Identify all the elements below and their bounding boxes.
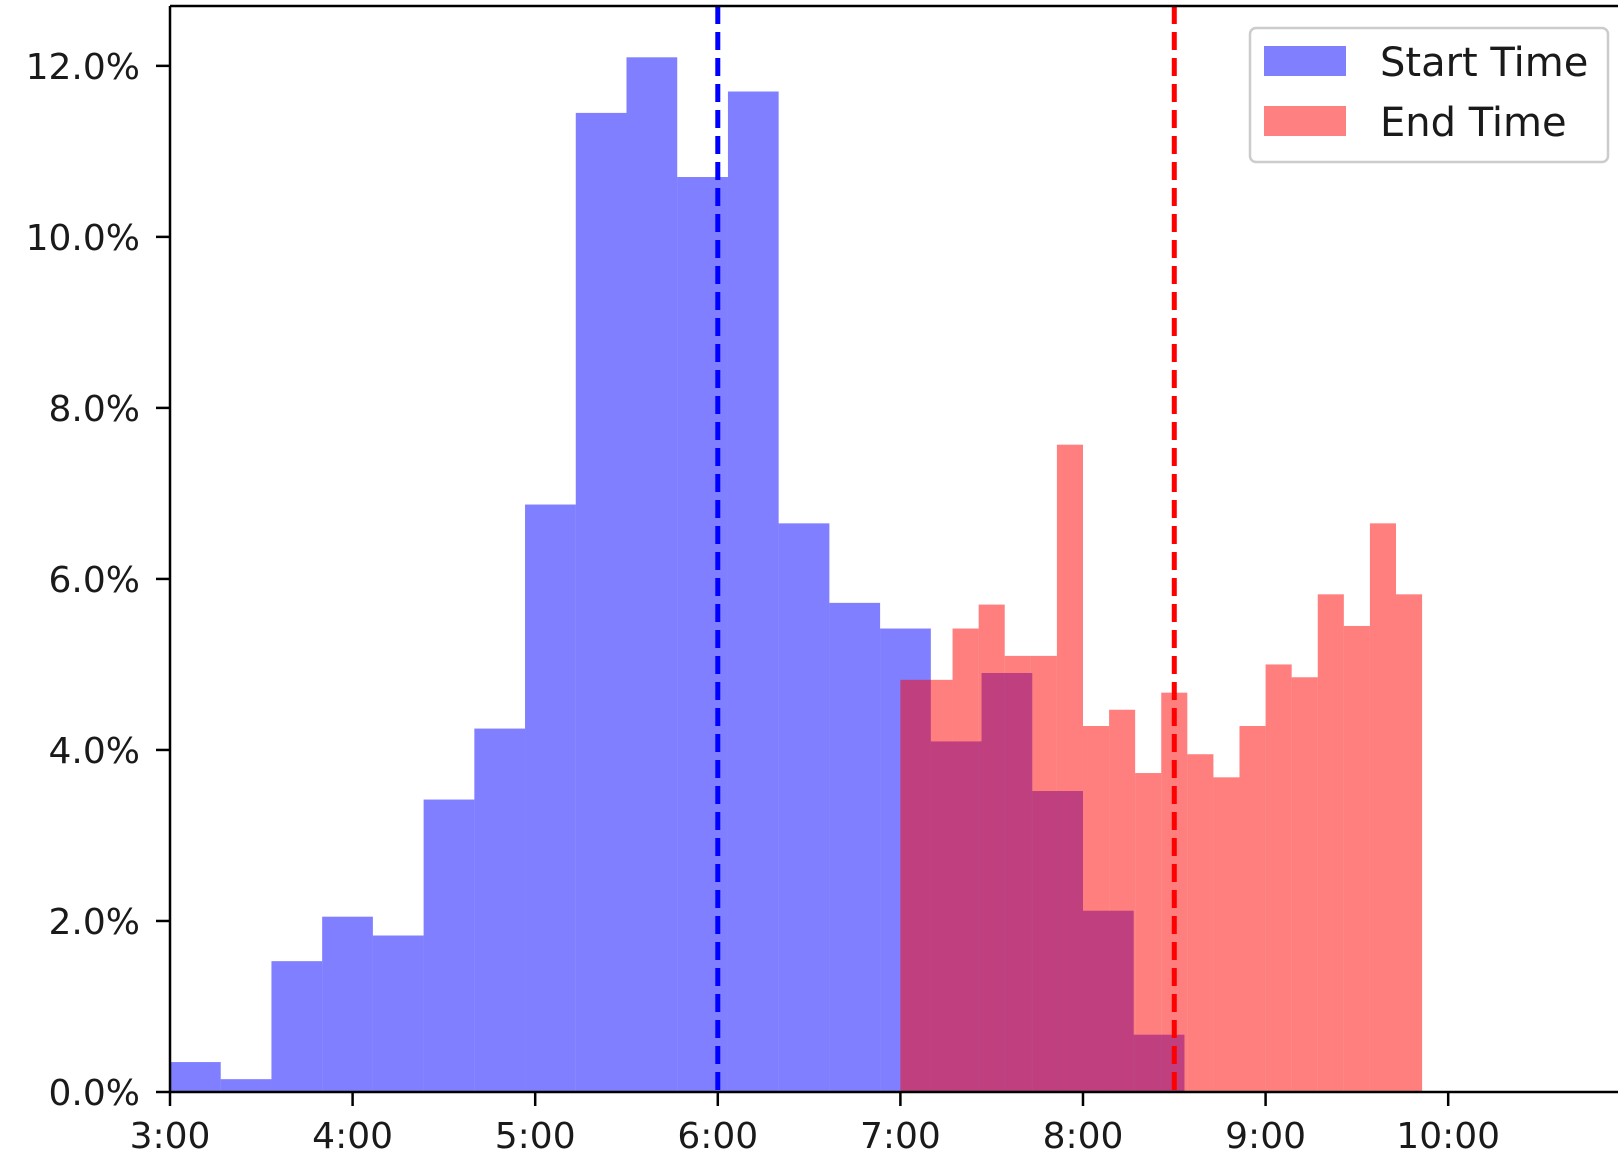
y-tick-label: 10.0% (26, 218, 140, 259)
histogram-bar (271, 961, 323, 1092)
histogram-bar (322, 916, 373, 1092)
x-tick-label: 10:00 (1396, 1116, 1500, 1157)
histogram-bar (372, 935, 424, 1092)
histogram-bar (1396, 594, 1423, 1092)
histogram-bar (1004, 655, 1031, 1092)
y-tick-label: 6.0% (49, 560, 140, 601)
legend-label: End Time (1380, 100, 1567, 146)
legend-swatch (1264, 106, 1346, 136)
x-tick-label: 7:00 (860, 1116, 941, 1157)
x-tick-label: 9:00 (1225, 1116, 1306, 1157)
x-tick-label: 4:00 (312, 1116, 393, 1157)
histogram-bar (978, 604, 1005, 1092)
histogram-bar (1369, 523, 1397, 1092)
x-tick-label: 5:00 (495, 1116, 576, 1157)
histogram-bar (1265, 664, 1292, 1092)
histogram-bar (1213, 777, 1240, 1092)
histogram-bar (1109, 709, 1136, 1092)
series-end-time (900, 444, 1423, 1092)
histogram-bar (170, 1062, 221, 1092)
y-tick-label: 4.0% (49, 731, 140, 772)
histogram-bar (1030, 655, 1057, 1092)
histogram-bar (1239, 726, 1266, 1092)
legend-swatch (1264, 46, 1346, 76)
histogram-bar (575, 112, 627, 1092)
histogram-bar (423, 799, 475, 1092)
histogram-bar (1343, 625, 1370, 1092)
histogram-bar (626, 57, 678, 1092)
histogram-bar (900, 679, 927, 1092)
histogram-bar (220, 1079, 272, 1092)
histogram-bar (1082, 726, 1110, 1092)
histogram-bar (952, 628, 979, 1092)
x-tick-label: 8:00 (1043, 1116, 1124, 1157)
histogram-bar (525, 504, 576, 1093)
histogram-bar (1056, 444, 1083, 1092)
histogram-bar (474, 728, 526, 1092)
y-tick-label: 8.0% (49, 389, 140, 430)
legend-label: Start Time (1380, 40, 1588, 86)
histogram-bar (677, 177, 728, 1092)
histogram-bar (829, 602, 881, 1092)
x-tick-label: 6:00 (677, 1116, 758, 1157)
x-tick-label: 3:00 (130, 1116, 211, 1157)
histogram-bar (1317, 594, 1344, 1092)
histogram-bar (778, 523, 830, 1092)
histogram-bar (926, 679, 953, 1092)
axes-layer: 0.0% 2.0% 4.0% 6.0% 8.0% 10.0% 12.0% 3:00 4:00 5:… (26, 4, 1618, 1157)
histogram-bar (727, 91, 779, 1092)
y-tick-label: 2.0% (49, 902, 140, 943)
y-tick-label: 12.0% (26, 47, 140, 88)
y-tick-label: 0.0% (49, 1073, 140, 1114)
histogram-bar (1187, 754, 1214, 1092)
legend: Start Time End Time (1248, 26, 1610, 164)
histogram-bar (1135, 773, 1162, 1092)
bars-layer (170, 57, 1423, 1093)
histogram-bar (1291, 677, 1318, 1092)
